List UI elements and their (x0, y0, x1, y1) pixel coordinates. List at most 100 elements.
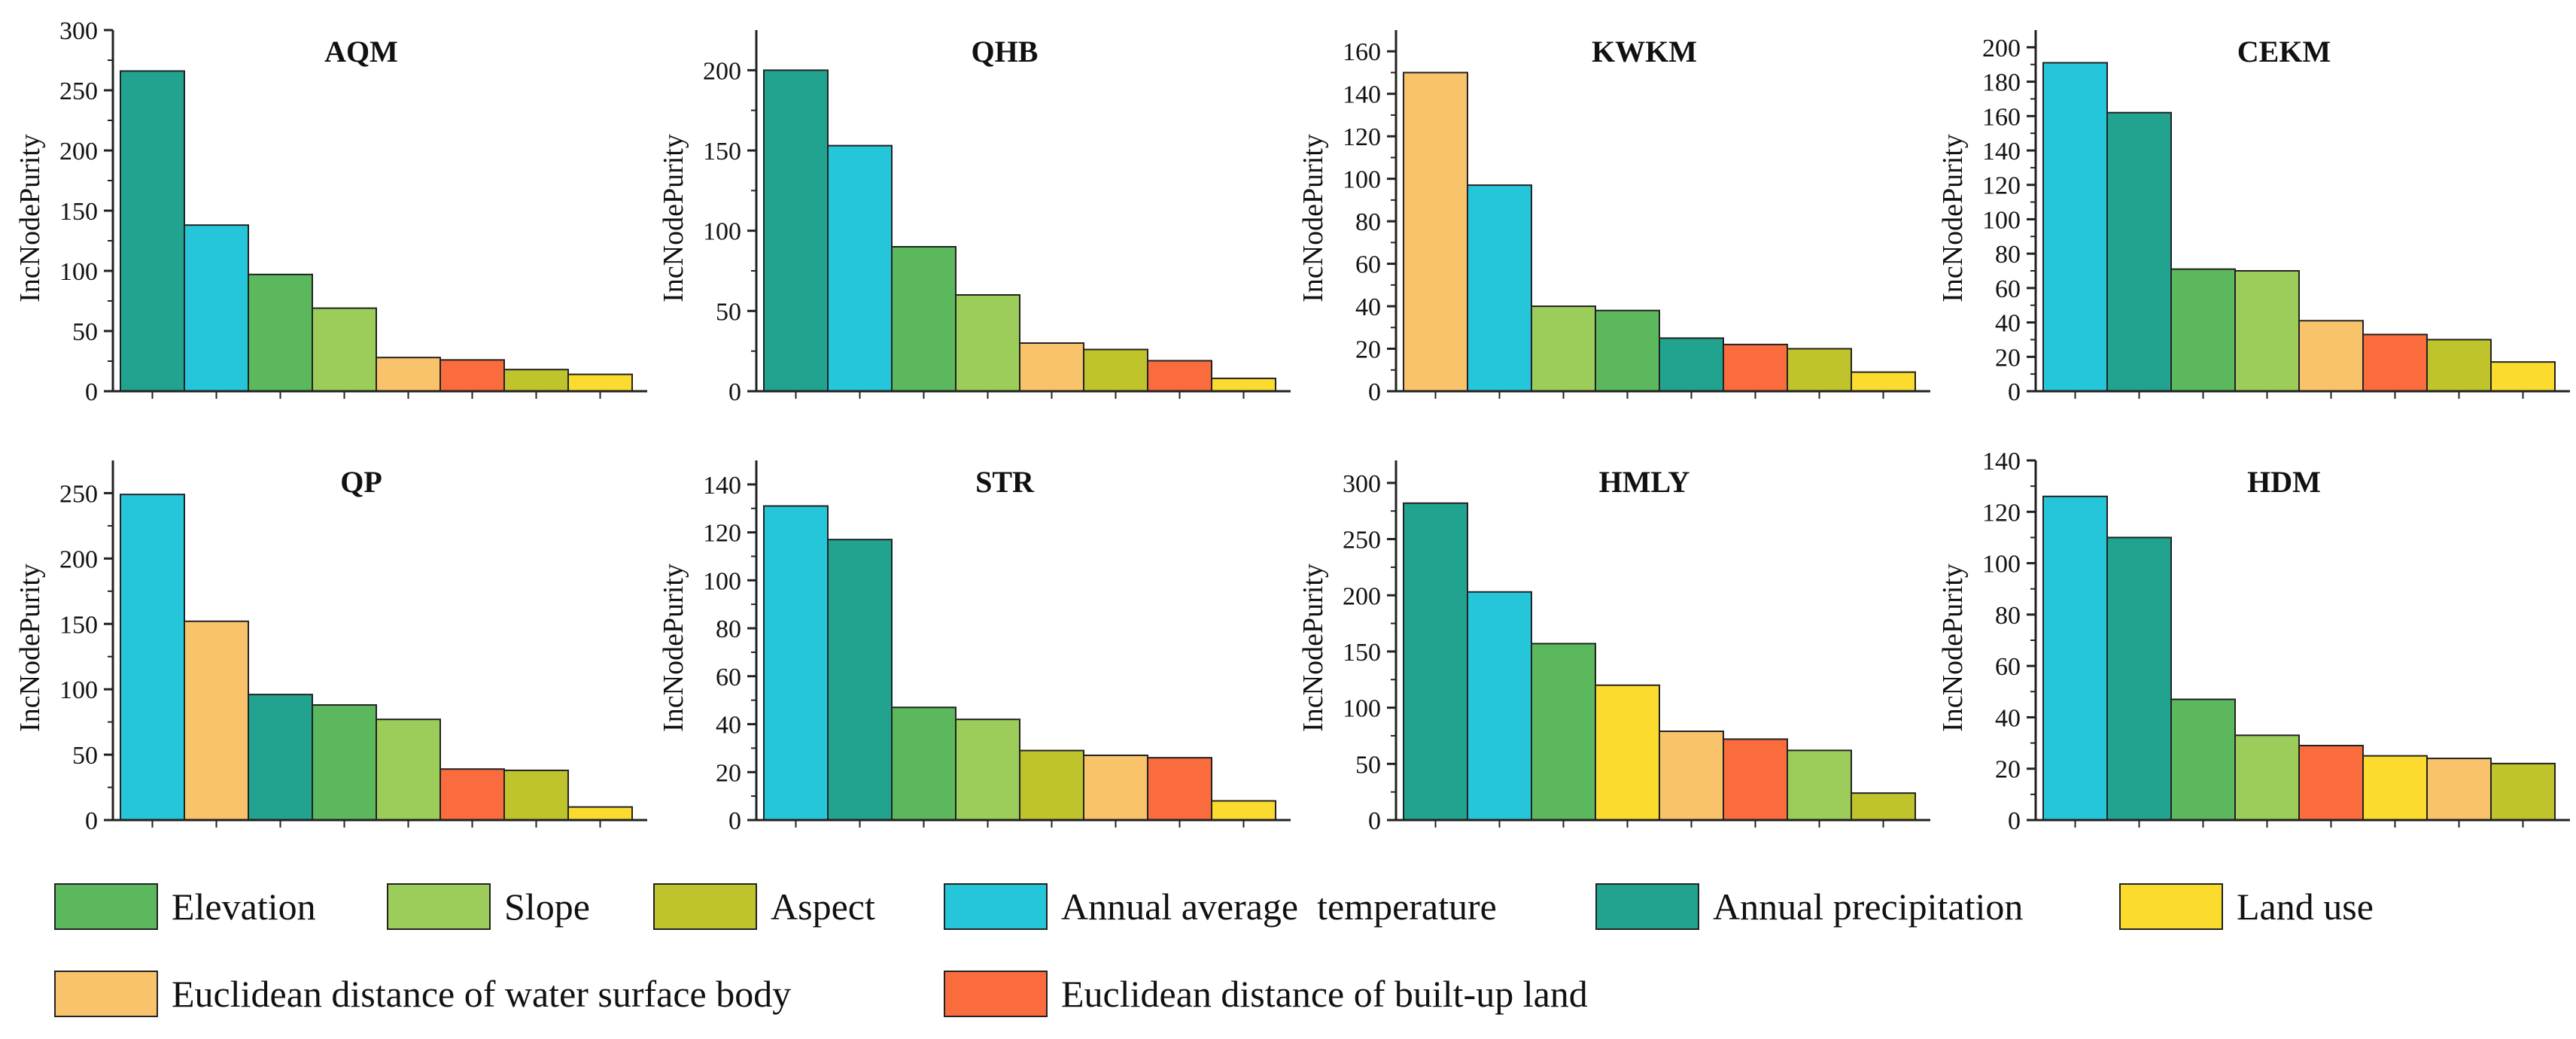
y-tick-label: 100 (703, 567, 741, 595)
legend-label: Euclidean distance of water surface body (172, 973, 792, 1015)
chart-title: HDM (2247, 465, 2321, 499)
bar (376, 718, 441, 821)
chart-title: QP (340, 465, 382, 499)
y-tick-label: 150 (703, 138, 741, 166)
y-tick-label: 150 (59, 198, 98, 226)
legend-swatch (2119, 883, 2223, 930)
bar (1851, 371, 1916, 392)
chart-title: KWKM (1592, 35, 1697, 68)
y-tick-label: 100 (1982, 206, 2021, 234)
legend-item-annual-precipitation: Annual precipitation (1595, 880, 2023, 933)
y-tick-label: 40 (1355, 293, 1381, 321)
y-axis-label: IncNodePurity (1937, 134, 1969, 302)
bar (1531, 305, 1596, 393)
y-tick-label: 60 (716, 664, 741, 691)
bar (1595, 309, 1660, 392)
legend-swatch (54, 971, 158, 1017)
legend-label: Elevation (172, 886, 316, 928)
y-tick-label: 60 (1355, 251, 1381, 279)
bar (1531, 643, 1596, 822)
bar (2362, 333, 2428, 393)
bar (184, 224, 249, 393)
bar (1467, 184, 1532, 392)
y-axis-label: IncNodePurity (1297, 564, 1329, 732)
y-tick-label: 250 (1343, 527, 1381, 554)
y-tick-label: 100 (59, 258, 98, 286)
y-tick-label: 250 (59, 480, 98, 508)
y-tick-label: 300 (59, 17, 98, 45)
y-tick-label: 120 (1982, 172, 2021, 200)
bar (120, 70, 185, 393)
bar (1467, 591, 1532, 821)
chart-title: STR (975, 465, 1035, 499)
y-tick-label: 140 (1982, 138, 2021, 166)
bar (2106, 111, 2172, 392)
bar (1083, 348, 1148, 392)
bar (248, 694, 313, 821)
y-axis-label: IncNodePurity (658, 564, 689, 732)
bar (312, 704, 377, 821)
chart-panel-aqm: 0 50 100 150 200 250 300 AQM IncNodePurity (14, 17, 647, 406)
bar (1147, 757, 1212, 821)
y-tick-label: 200 (1343, 582, 1381, 610)
chart-title: CEKM (2237, 35, 2331, 68)
bar (2234, 734, 2300, 821)
legend-swatch (944, 883, 1048, 930)
y-tick-label: 100 (59, 676, 98, 704)
legend-item-water-distance: Euclidean distance of water surface body (54, 968, 791, 1020)
legend-swatch (944, 971, 1048, 1017)
bar (827, 539, 893, 821)
y-tick-label: 250 (59, 77, 98, 105)
bar (439, 359, 505, 392)
y-tick-label: 100 (1343, 695, 1381, 723)
y-tick-label: 40 (1995, 310, 2021, 338)
bar (1723, 738, 1788, 822)
bar (1851, 792, 1916, 822)
legend-swatch (54, 883, 158, 930)
y-tick-label: 0 (85, 378, 98, 406)
y-tick-label: 200 (703, 57, 741, 85)
bar (763, 69, 829, 392)
bar (312, 307, 377, 393)
y-tick-label: 0 (2008, 378, 2021, 406)
y-tick-label: 0 (2008, 807, 2021, 835)
bar (2042, 495, 2108, 821)
y-tick-label: 140 (703, 472, 741, 500)
y-tick-label: 0 (1368, 378, 1381, 406)
chart-panel-cekm: 0 20 40 60 80 100 120 140 160 180 200 CEKM IncNodePu… (1937, 30, 2570, 406)
legend-item-land-use: Land use (2119, 880, 2374, 933)
y-tick-label: 160 (1982, 103, 2021, 131)
chart-panel-kwkm: 0 20 40 60 80 100 120 140 160 KWKM IncNodePurity (1297, 30, 1930, 406)
y-tick-label: 200 (59, 545, 98, 573)
y-axis-label: IncNodePurity (658, 134, 689, 302)
legend-item-builtup-distance: Euclidean distance of built-up land (944, 968, 1588, 1020)
chart-title: QHB (972, 35, 1039, 68)
legend-label: Land use (2237, 886, 2374, 928)
chart-title: AQM (324, 35, 398, 68)
chart-panel-qhb: 0 50 100 150 200 QHB IncNodePurity (658, 30, 1291, 406)
legend-swatch (653, 883, 757, 930)
legend-item-elevation: Elevation (54, 880, 316, 933)
y-tick-label: 150 (59, 611, 98, 639)
y-tick-label: 40 (716, 712, 741, 740)
legend-label: Aspect (771, 886, 875, 928)
y-axis-label: IncNodePurity (14, 564, 46, 732)
bar (248, 273, 313, 392)
bar (891, 706, 956, 822)
y-tick-label: 0 (1368, 807, 1381, 835)
y-tick-label: 20 (716, 759, 741, 787)
chart-panel-qp: 0 50 100 150 200 250 QP IncNodePurity (14, 460, 647, 835)
y-tick-label: 120 (1982, 499, 2021, 527)
y-tick-label: 60 (1995, 275, 2021, 303)
chart-panel-hmly: 0 50 100 150 200 250 300 HMLY IncNodePurity (1297, 460, 1930, 835)
y-tick-label: 50 (716, 298, 741, 326)
legend-label: Annual precipitation (1713, 886, 2024, 928)
legend-label: Slope (504, 886, 590, 928)
y-tick-label: 200 (59, 138, 98, 166)
bar (2490, 762, 2556, 822)
y-tick-label: 80 (1355, 208, 1381, 236)
y-tick-label: 120 (703, 520, 741, 548)
bar (827, 144, 893, 392)
y-tick-label: 100 (703, 218, 741, 246)
